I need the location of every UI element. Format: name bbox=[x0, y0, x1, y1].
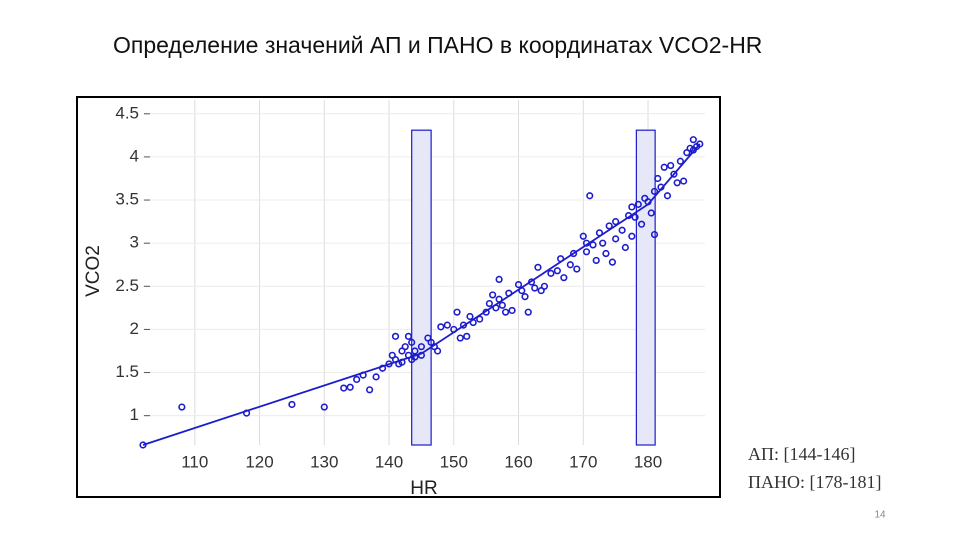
data-point bbox=[628, 203, 636, 211]
data-point bbox=[676, 157, 684, 165]
data-point bbox=[453, 308, 461, 316]
data-point bbox=[178, 403, 186, 411]
data-point bbox=[680, 177, 688, 185]
x-tick-label: 170 bbox=[569, 452, 597, 471]
data-point bbox=[408, 338, 416, 346]
data-point bbox=[456, 334, 464, 342]
data-point bbox=[288, 400, 296, 409]
data-point bbox=[514, 280, 523, 289]
y-tick-label: 1.5 bbox=[115, 362, 139, 381]
data-point bbox=[372, 373, 380, 381]
data-point bbox=[650, 230, 659, 239]
data-point bbox=[582, 248, 591, 256]
y-tick-label: 3 bbox=[130, 233, 139, 252]
data-point bbox=[495, 275, 503, 284]
data-point bbox=[599, 239, 607, 247]
data-point bbox=[459, 321, 468, 329]
data-point bbox=[670, 170, 678, 178]
y-tick-label: 4.5 bbox=[115, 103, 139, 122]
data-point bbox=[579, 232, 587, 240]
data-point bbox=[508, 306, 516, 315]
data-point bbox=[621, 243, 629, 252]
data-point bbox=[540, 282, 549, 290]
data-point bbox=[569, 249, 578, 258]
data-point bbox=[498, 301, 506, 309]
data-point bbox=[667, 161, 675, 170]
y-tick-label: 1 bbox=[130, 405, 139, 424]
data-point bbox=[524, 308, 532, 316]
data-point bbox=[340, 384, 348, 392]
data-point bbox=[489, 291, 497, 299]
data-point bbox=[618, 226, 626, 234]
data-point bbox=[696, 140, 704, 148]
data-point bbox=[531, 284, 539, 292]
threshold-band bbox=[411, 129, 432, 446]
data-point bbox=[501, 308, 510, 316]
data-point bbox=[637, 220, 646, 228]
y-tick-label: 4 bbox=[130, 146, 139, 165]
annotation: ПАНО: [178-181] bbox=[748, 472, 881, 492]
data-point bbox=[573, 265, 581, 273]
data-point bbox=[605, 222, 613, 230]
fit-line bbox=[142, 143, 701, 446]
data-point bbox=[634, 200, 642, 208]
data-point bbox=[654, 174, 662, 183]
data-point bbox=[346, 383, 354, 391]
slide-title: Определение значений АП и ПАНО в координ… bbox=[113, 32, 762, 58]
data-point bbox=[534, 263, 542, 271]
data-point bbox=[612, 235, 620, 243]
data-point bbox=[401, 343, 409, 351]
data-point bbox=[463, 332, 471, 340]
x-tick-label: 120 bbox=[245, 452, 273, 471]
data-point bbox=[660, 163, 668, 171]
x-tick-label: 130 bbox=[310, 452, 338, 471]
data-point bbox=[560, 274, 568, 282]
data-point bbox=[628, 232, 636, 240]
data-point bbox=[647, 209, 655, 217]
data-point bbox=[566, 261, 574, 269]
data-point bbox=[608, 258, 617, 266]
data-point bbox=[663, 192, 672, 200]
x-tick-label: 150 bbox=[440, 452, 468, 471]
x-tick-label: 180 bbox=[634, 452, 662, 471]
chart-frame bbox=[76, 96, 721, 498]
data-point bbox=[437, 323, 445, 331]
data-point bbox=[602, 249, 610, 258]
x-tick-label: 110 bbox=[181, 452, 208, 471]
x-tick-label: 160 bbox=[504, 452, 532, 471]
data-point bbox=[466, 312, 474, 321]
data-point bbox=[320, 403, 328, 411]
data-point bbox=[443, 321, 451, 329]
data-point bbox=[586, 192, 594, 200]
data-point bbox=[404, 332, 413, 340]
x-tick-label: 140 bbox=[375, 452, 403, 471]
data-point bbox=[417, 343, 426, 351]
page-number: 14 bbox=[874, 510, 886, 521]
data-point bbox=[391, 332, 400, 340]
data-point bbox=[547, 269, 555, 277]
data-point bbox=[589, 241, 597, 249]
threshold-band bbox=[635, 129, 656, 446]
data-point bbox=[631, 213, 639, 221]
data-point bbox=[673, 179, 681, 187]
y-tick-label: 2 bbox=[130, 319, 139, 338]
data-point bbox=[689, 136, 697, 144]
data-point bbox=[592, 256, 600, 265]
data-point bbox=[485, 299, 493, 308]
x-axis-label: HR bbox=[410, 478, 437, 499]
data-point bbox=[353, 375, 361, 384]
annotation: АП: [144-146] bbox=[748, 444, 855, 464]
data-point bbox=[521, 293, 529, 301]
y-tick-label: 2.5 bbox=[115, 276, 139, 295]
data-point bbox=[366, 386, 374, 394]
y-tick-label: 3.5 bbox=[115, 190, 139, 209]
data-point bbox=[650, 187, 659, 196]
data-point bbox=[433, 347, 442, 355]
data-point bbox=[553, 267, 561, 275]
data-point bbox=[612, 218, 620, 226]
y-axis-label: VCO2 bbox=[83, 245, 104, 297]
